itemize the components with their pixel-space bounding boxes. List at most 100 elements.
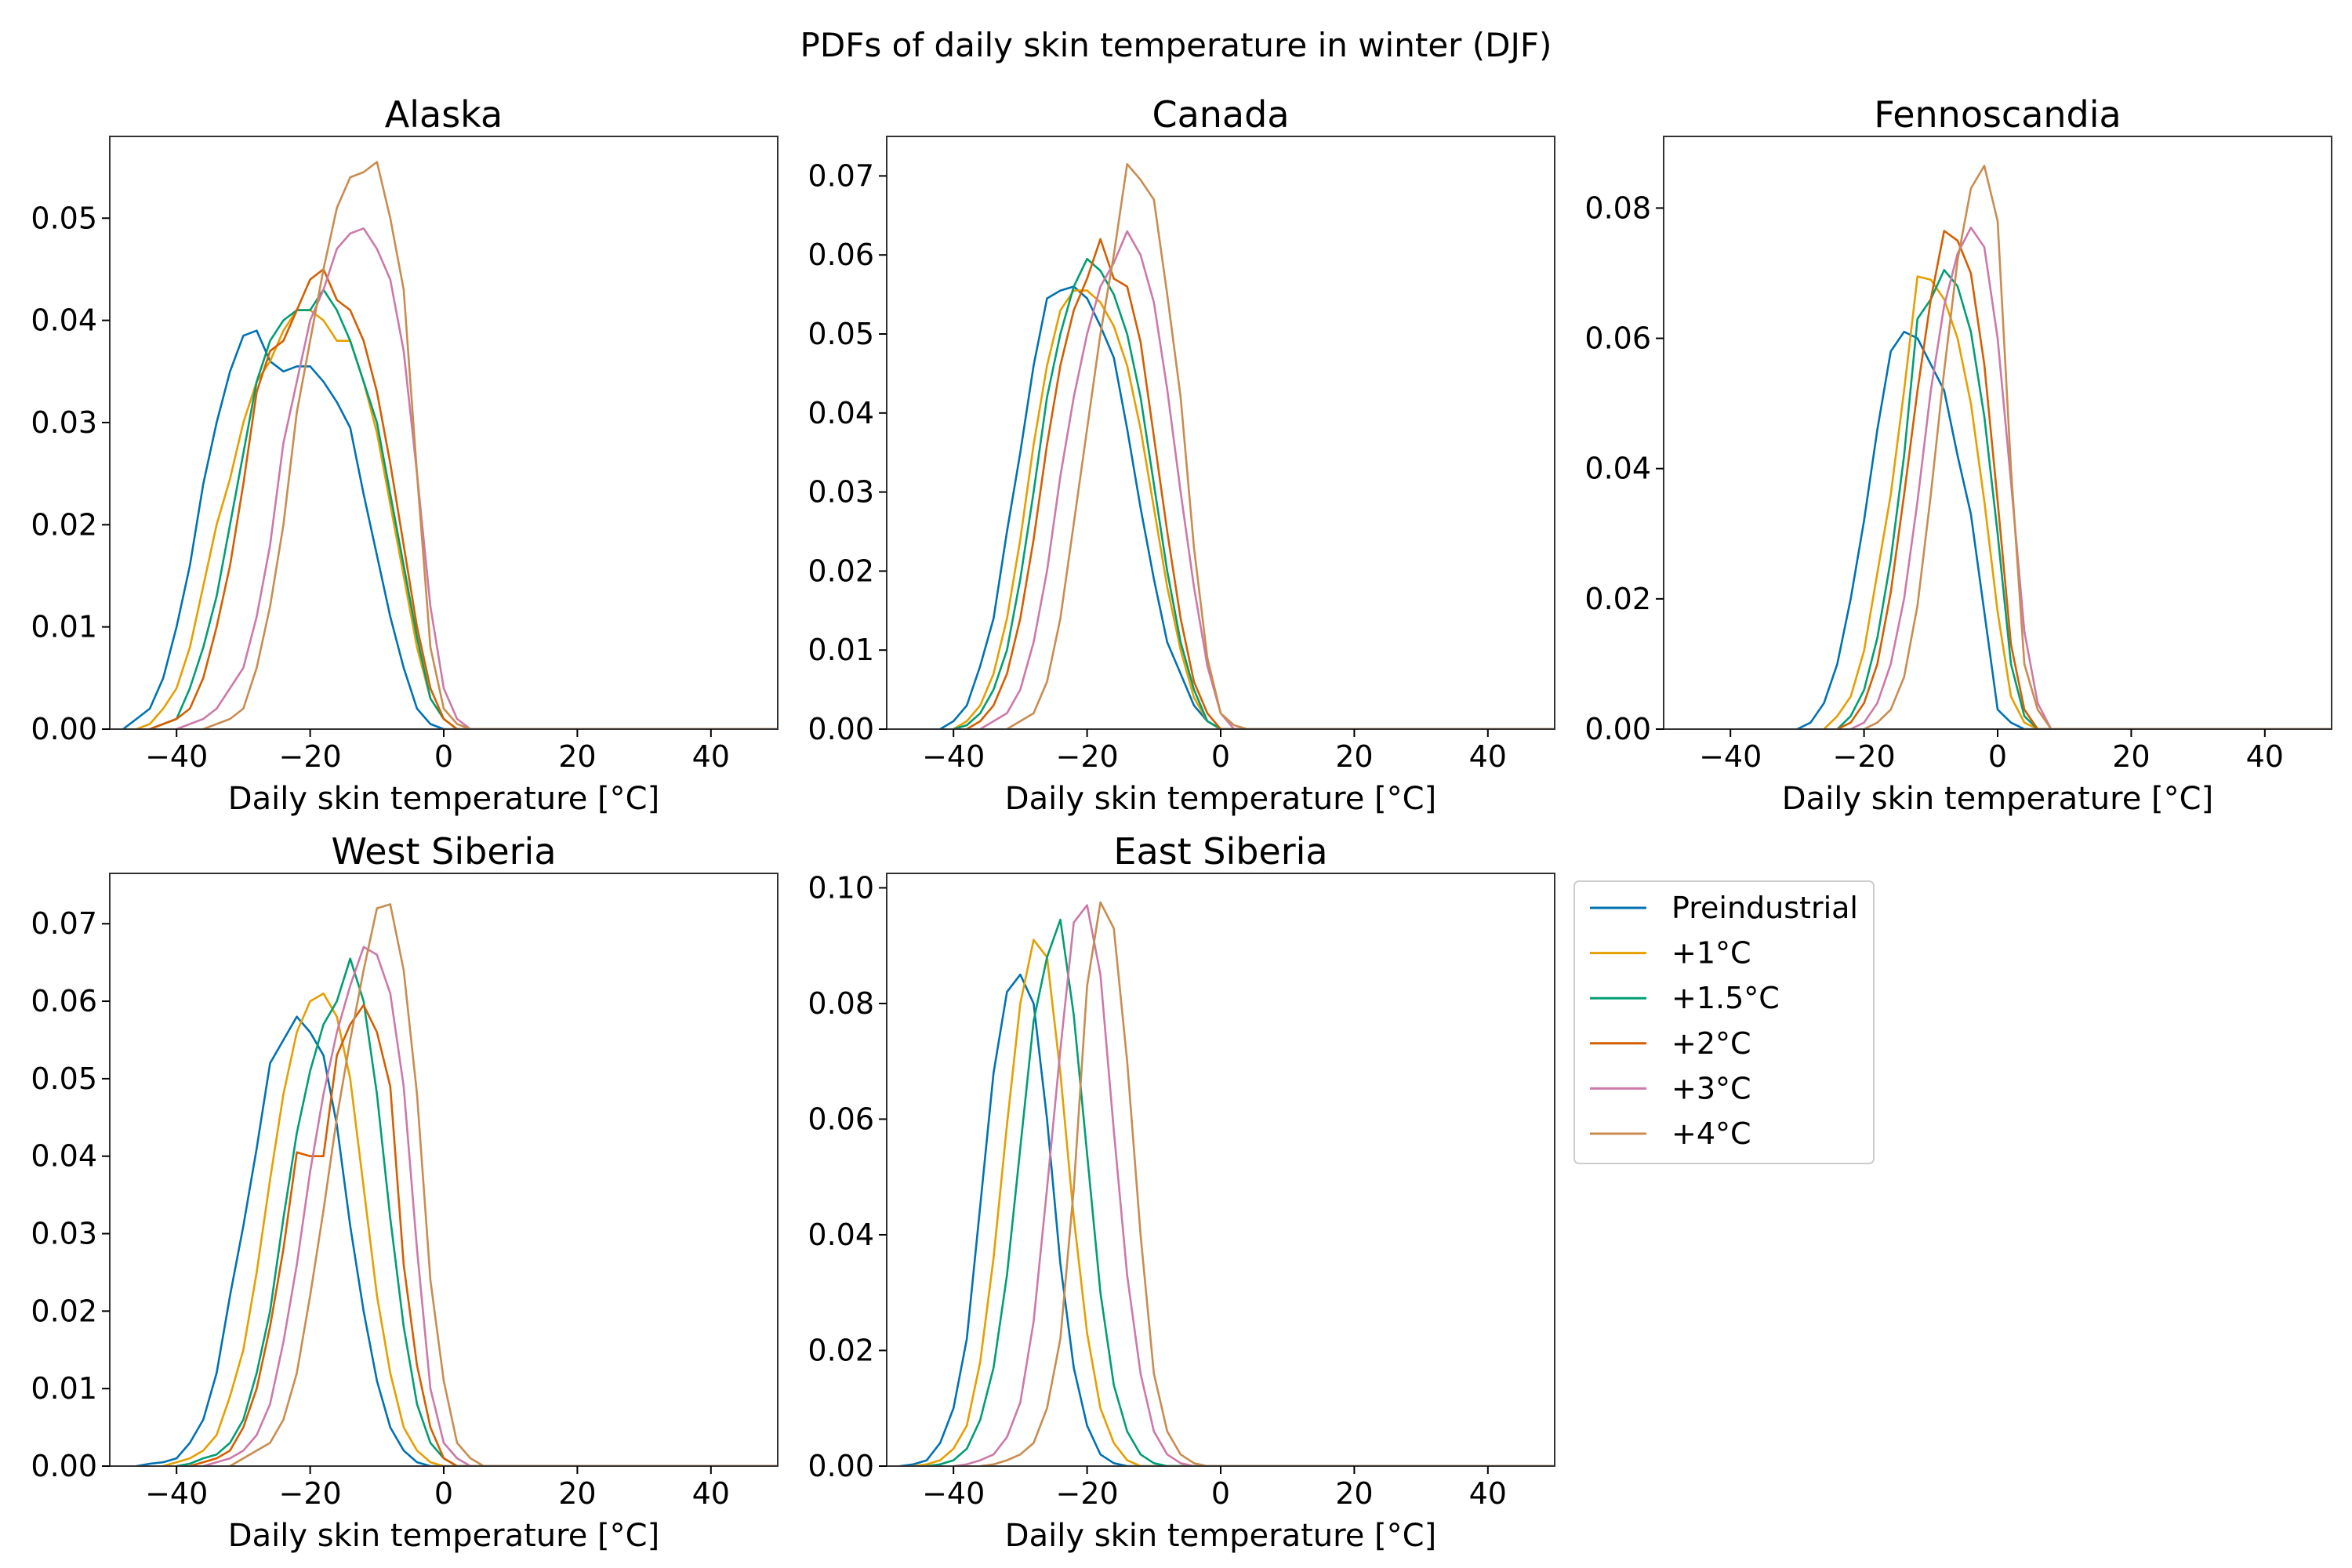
legend-label: +2°C	[1671, 1026, 1751, 1061]
y-tick-label: 0.03	[808, 475, 874, 510]
y-tick-label: 0.06	[808, 1102, 874, 1136]
y-tick-label: 0.00	[808, 712, 874, 746]
series-line-plus-3c	[202, 946, 778, 1466]
legend-box	[1573, 880, 1875, 1164]
panel-title: Alaska	[385, 93, 503, 136]
y-tick-label: 0.07	[31, 906, 97, 941]
y-tick-label: 0.00	[1584, 712, 1651, 746]
x-tick-label: 20	[558, 1476, 596, 1511]
x-tick-label: −20	[278, 1476, 341, 1511]
x-tick-label: −20	[278, 739, 341, 774]
series-group	[135, 903, 778, 1466]
y-tick-label: 0.02	[808, 554, 874, 588]
series-line-plus-4c	[979, 901, 1555, 1466]
series-line-plus-4c	[1863, 165, 2332, 729]
series-group	[938, 163, 1555, 729]
legend-entry-preindustrial: Preindustrial	[1590, 891, 1858, 925]
x-tick-label: −20	[1055, 1476, 1118, 1511]
x-tick-label: 0	[1211, 1476, 1230, 1511]
x-tick-label: 40	[1469, 1476, 1507, 1511]
y-tick-label: 0.06	[808, 238, 874, 272]
series-line-plus-2c	[148, 268, 778, 729]
x-tick-label: 0	[1211, 739, 1230, 774]
legend-entry-plus-2c: +2°C	[1590, 1026, 1751, 1061]
series-line-preindustrial	[1796, 330, 2332, 729]
x-tick-label: 0	[434, 739, 453, 774]
series-line-plus-4c	[1006, 163, 1555, 729]
series-line-plus-2c	[188, 1004, 778, 1466]
legend-label: +3°C	[1671, 1071, 1751, 1105]
y-tick-label: 0.05	[808, 317, 874, 351]
legend-label: +4°C	[1671, 1116, 1751, 1151]
series-group	[122, 161, 778, 729]
x-tick-label: 20	[2112, 739, 2150, 774]
y-tick-label: 0.00	[808, 1449, 874, 1483]
series-line-plus-2c	[1836, 230, 2332, 729]
x-tick-label: 40	[692, 1476, 730, 1511]
x-tick-label: −40	[145, 1476, 208, 1511]
legend-label: +1.5°C	[1671, 981, 1780, 1015]
y-tick-label: 0.05	[31, 201, 97, 235]
y-tick-label: 0.05	[31, 1062, 97, 1096]
panel-alaska: Alaska −40 −20 0 20 40 0.00 0.01 0.02 0.03 0.04 0.0…	[31, 93, 779, 817]
series-line-preindustrial	[938, 285, 1555, 729]
series-line-preindustrial	[898, 973, 1555, 1466]
x-tick-label: 40	[1469, 739, 1507, 774]
series-line-plus-3c	[979, 230, 1555, 729]
y-tick-label: 0.06	[31, 984, 97, 1018]
y-tick-label: 0.08	[808, 986, 874, 1021]
x-tick-label: −40	[922, 1476, 985, 1511]
x-tick-label: −40	[922, 739, 985, 774]
y-tick-label: 0.04	[808, 396, 874, 430]
panel-title: Fennoscandia	[1874, 93, 2121, 136]
y-tick-label: 0.00	[31, 712, 97, 746]
legend-entry-plus-1-5c: +1.5°C	[1590, 981, 1780, 1015]
panel-fennoscandia: Fennoscandia −40 −20 0 20 40 0.00 0.02 0.04 0.06 0…	[1584, 93, 2332, 817]
x-tick-label: 20	[558, 739, 596, 774]
figure-suptitle: PDFs of daily skin temperature in winter…	[800, 26, 1552, 64]
series-line-plus-4c	[229, 903, 778, 1466]
series-line-plus-1-5c	[148, 289, 778, 729]
x-tick-label: 0	[1988, 739, 2007, 774]
legend-label: +1°C	[1671, 936, 1751, 971]
panel-title: West Siberia	[331, 830, 556, 873]
series-line-preindustrial	[135, 1015, 778, 1466]
y-tick-label: 0.03	[31, 1217, 97, 1251]
series-line-plus-1-5c	[925, 918, 1555, 1466]
legend-entry-plus-4c: +4°C	[1590, 1116, 1751, 1151]
series-line-plus-1c	[1823, 275, 2332, 729]
panel-canada: Canada −40 −20 0 20 40 0.00 0.01 0.02 0.03 0.04 0.0…	[808, 93, 1555, 817]
y-tick-label: 0.04	[31, 303, 97, 338]
legend-entry-plus-3c: +3°C	[1590, 1071, 1751, 1105]
y-tick-label: 0.02	[1584, 582, 1651, 616]
x-tick-label: 0	[434, 1476, 453, 1511]
panel-title: Canada	[1152, 93, 1289, 136]
series-line-plus-1c	[162, 992, 778, 1466]
x-tick-label: −40	[145, 739, 208, 774]
y-tick-label: 0.02	[31, 1294, 97, 1328]
y-tick-label: 0.04	[1584, 452, 1651, 486]
x-tick-label: 40	[692, 739, 730, 774]
x-axis-label: Daily skin temperature [°C]	[1005, 781, 1436, 817]
y-tick-label: 0.01	[31, 1371, 97, 1406]
y-tick-label: 0.02	[31, 507, 97, 542]
x-tick-label: 20	[1335, 739, 1373, 774]
series-line-plus-3c	[175, 227, 778, 729]
y-tick-label: 0.00	[31, 1449, 97, 1483]
y-tick-label: 0.01	[31, 610, 97, 644]
x-axis-label: Daily skin temperature [°C]	[1005, 1518, 1436, 1554]
y-tick-label: 0.04	[808, 1218, 874, 1252]
legend: Preindustrial +1°C +1.5°C +2°C +3°C +4°C	[1573, 880, 1875, 1164]
y-tick-label: 0.10	[808, 870, 874, 905]
x-axis-label: Daily skin temperature [°C]	[1782, 781, 2213, 817]
y-tick-label: 0.08	[1584, 191, 1651, 225]
legend-entry-plus-1c: +1°C	[1590, 936, 1751, 971]
y-tick-label: 0.07	[808, 158, 874, 193]
y-tick-label: 0.02	[808, 1333, 874, 1367]
series-line-preindustrial	[122, 329, 778, 729]
x-tick-label: 40	[2246, 739, 2284, 774]
panel-title: East Siberia	[1113, 830, 1327, 873]
series-line-plus-1-5c	[952, 257, 1555, 729]
